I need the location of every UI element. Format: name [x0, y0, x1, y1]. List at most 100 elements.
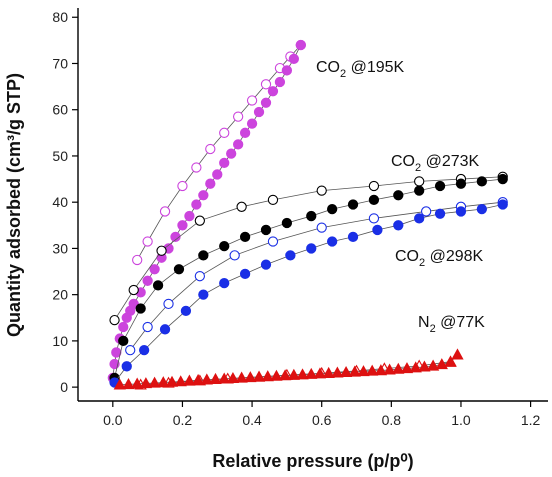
adsorption-point	[205, 178, 216, 189]
adsorption-point	[326, 236, 338, 247]
x-tick-label: 0.4	[242, 412, 262, 428]
adsorption-point	[148, 376, 161, 388]
adsorption-point	[281, 65, 293, 76]
desorption-point	[232, 111, 244, 122]
desorption-point	[194, 271, 206, 282]
desorption-point	[194, 215, 206, 226]
adsorption-point	[418, 360, 431, 372]
desorption-point	[109, 314, 120, 326]
y-tick-label: 40	[52, 194, 68, 210]
adsorption-point	[270, 369, 283, 381]
adsorption-point	[348, 365, 361, 377]
adsorption-point	[331, 366, 344, 378]
plot-area	[77, 8, 548, 402]
y-tick-label: 10	[52, 333, 68, 349]
adsorption-point	[305, 367, 318, 379]
adsorption-point	[434, 208, 446, 219]
adsorption-point	[226, 148, 237, 159]
adsorption-point	[232, 139, 244, 150]
desorption-point	[205, 143, 216, 155]
adsorption-point	[191, 199, 202, 210]
desorption-point	[316, 185, 327, 196]
series-3	[113, 348, 464, 390]
series-2	[109, 197, 508, 388]
desorption-point	[316, 222, 327, 233]
adsorption-point	[244, 371, 257, 383]
y-tick-label: 50	[52, 148, 68, 164]
adsorption-point	[122, 378, 135, 390]
adsorption-point	[368, 194, 380, 206]
desorption-point	[229, 250, 240, 261]
desorption-point	[260, 79, 272, 90]
desorption-point	[177, 180, 188, 192]
adsorption-point	[347, 231, 359, 243]
adsorption-point	[497, 199, 508, 210]
x-axis-ticks: 0.0 0.2 0.4 0.6 0.8 1.0 1.2	[103, 401, 541, 428]
adsorption-point	[392, 362, 405, 374]
adsorption-point	[138, 344, 150, 356]
desorption-point	[420, 206, 432, 217]
adsorption-point	[180, 305, 192, 316]
adsorption-point	[357, 365, 370, 377]
adsorption-point	[313, 367, 327, 379]
x-tick-label: 0.0	[103, 412, 123, 428]
adsorption-point	[142, 275, 153, 286]
desorption-point	[191, 162, 202, 173]
adsorption-point	[372, 224, 383, 236]
adsorption-point	[219, 240, 230, 252]
adsorption-point	[253, 106, 265, 118]
adsorption-point	[235, 371, 248, 383]
adsorption-point	[306, 243, 317, 254]
adsorption-point	[226, 372, 240, 384]
adsorption-point	[274, 76, 286, 88]
desorption-point	[236, 201, 247, 212]
adsorption-point	[191, 373, 205, 385]
adsorption-point	[374, 364, 388, 376]
adsorption-point	[246, 118, 258, 129]
desorption-point	[368, 180, 380, 192]
adsorption-point	[165, 375, 179, 387]
adsorption-point	[296, 368, 309, 380]
series-label: CO2 @273K	[391, 153, 480, 174]
adsorption-point	[239, 127, 251, 138]
adsorption-point	[287, 368, 300, 380]
series-label: CO2 @195K	[316, 59, 405, 80]
x-tick-label: 0.6	[312, 412, 332, 428]
y-tick-label: 20	[52, 287, 68, 303]
adsorption-point	[218, 372, 231, 384]
adsorption-point	[260, 224, 272, 236]
adsorption-point	[281, 217, 293, 229]
adsorption-point	[285, 250, 296, 261]
adsorption-point	[113, 378, 126, 390]
desorption-point	[414, 176, 425, 187]
x-tick-label: 0.2	[173, 412, 193, 428]
adsorption-point	[128, 298, 139, 310]
adsorption-point	[476, 203, 488, 215]
desorption-point	[142, 236, 153, 247]
adsorption-point	[200, 373, 213, 385]
adsorption-point	[239, 268, 251, 280]
adsorption-point	[366, 364, 379, 376]
adsorption-point	[383, 363, 396, 375]
desorption-point	[128, 284, 139, 296]
adsorption-point	[339, 366, 353, 378]
series-0	[107, 39, 306, 384]
desorption-line	[136, 44, 302, 261]
adsorption-point	[326, 203, 338, 215]
desorption-point	[132, 254, 143, 266]
desorption-point	[159, 206, 171, 217]
desorption-point	[368, 213, 380, 224]
adsorption-point	[170, 231, 181, 243]
adsorption-point	[131, 377, 144, 389]
series-label: N2 @77K	[418, 314, 485, 335]
desorption-point	[219, 127, 230, 138]
series-layer	[107, 39, 508, 390]
y-tick-label: 30	[52, 240, 68, 256]
adsorption-point	[295, 39, 306, 51]
series-labels: CO2 @195K CO2 @273K CO2 @298K N2 @77K	[316, 59, 485, 335]
adsorption-point	[198, 190, 209, 201]
adsorption-point	[139, 377, 153, 389]
adsorption-point	[198, 289, 209, 300]
adsorption-point	[414, 213, 425, 224]
adsorption-line	[119, 354, 458, 386]
